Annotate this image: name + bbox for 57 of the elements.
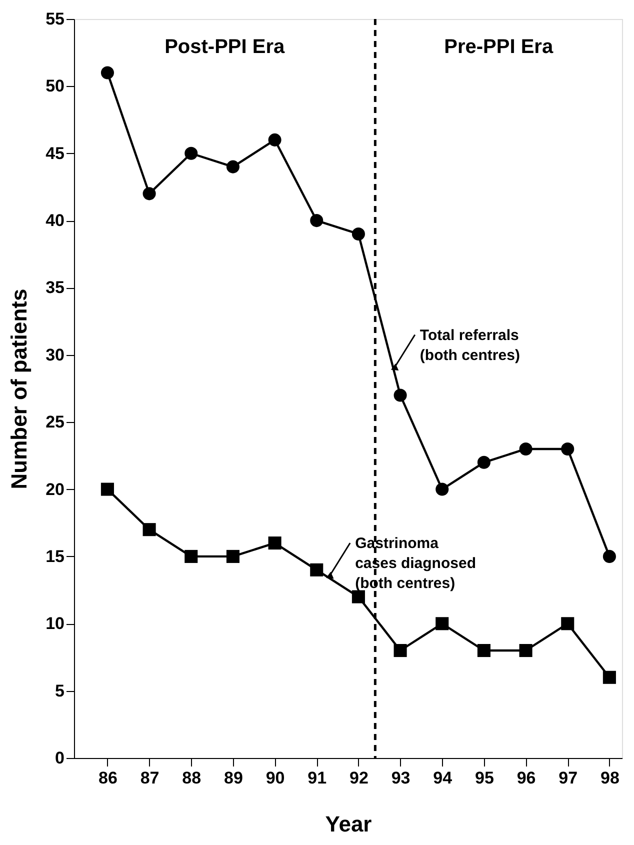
point: [268, 133, 282, 146]
x-tick-label: 96: [516, 768, 536, 788]
point: [519, 442, 532, 456]
point: [602, 670, 616, 684]
x-tick-label: 95: [474, 768, 494, 788]
x-axis-title: Year: [325, 812, 372, 836]
point: [561, 442, 574, 456]
point: [561, 617, 574, 630]
x-tick-label: 98: [600, 768, 620, 788]
annotation: Gastrinoma cases diagnosed (both centres): [355, 535, 476, 592]
x-tick-label: 90: [266, 768, 285, 788]
y-tick-label: 50: [46, 76, 64, 96]
x-tick-label: 91: [308, 768, 327, 788]
point: [519, 644, 532, 658]
point: [184, 146, 198, 160]
x-tick-label: 94: [433, 768, 453, 788]
y-tick-label: 25: [46, 412, 64, 432]
annotation: Total referrals (both centres): [420, 326, 520, 364]
x-tick-label: 97: [558, 768, 578, 788]
point: [436, 617, 449, 630]
point: [394, 644, 407, 658]
point: [184, 550, 198, 563]
y-tick-label: 0: [55, 748, 64, 768]
point: [142, 523, 156, 536]
y-tick-label: 15: [46, 546, 64, 566]
y-tick-label: 5: [55, 681, 64, 700]
point: [100, 482, 114, 496]
x-tick-label: 89: [224, 768, 243, 788]
x-tick-label: 87: [140, 768, 160, 788]
x-tick-label: 93: [391, 768, 410, 788]
point: [226, 550, 240, 563]
point: [100, 66, 114, 80]
y-axis-title: Number of patients: [6, 288, 32, 490]
y-tick-label: 30: [46, 345, 64, 364]
point: [310, 214, 324, 228]
x-tick-label: 86: [98, 768, 118, 788]
y-tick-label: 20: [46, 480, 64, 499]
y-tick-label: 40: [46, 211, 64, 230]
y-tick-label: 55: [46, 10, 64, 28]
annotation: Pre-PPI Era: [444, 36, 554, 58]
annotation: Post-PPI Era: [164, 36, 286, 58]
point: [477, 644, 490, 658]
point: [268, 536, 282, 550]
point: [226, 160, 240, 174]
point: [436, 482, 449, 496]
y-tick-label: 10: [46, 614, 64, 634]
point: [394, 388, 407, 402]
point: [477, 456, 490, 469]
point: [310, 563, 324, 576]
y-tick-label: 45: [46, 144, 64, 163]
point: [352, 590, 365, 604]
x-tick-label: 88: [182, 768, 202, 788]
x-tick-label: 92: [349, 768, 368, 788]
point: [142, 187, 156, 200]
point: [602, 550, 616, 563]
y-tick-label: 35: [46, 278, 64, 298]
point: [352, 227, 365, 240]
